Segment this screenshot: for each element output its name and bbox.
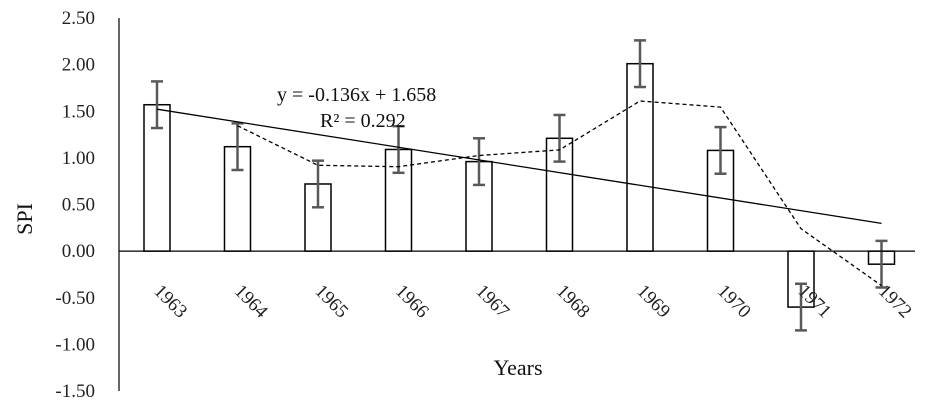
y-axis-title: SPI	[12, 203, 37, 235]
y-tick-label: 2.50	[62, 8, 95, 29]
error-bar-1971	[795, 282, 807, 332]
r-squared-label: R² = 0.292	[320, 110, 406, 132]
error-bar-1972	[875, 239, 888, 289]
lines-group	[156, 100, 882, 287]
y-tick-label: 1.00	[62, 148, 95, 169]
y-tick-label: -1.00	[55, 334, 95, 355]
y-tick-label: 0.50	[62, 195, 95, 216]
x-tick-label-1965: 1965	[310, 281, 352, 323]
bars-group	[143, 62, 896, 308]
moving-average-line	[237, 100, 882, 287]
x-tick-label-1967: 1967	[471, 281, 513, 323]
trendline	[156, 108, 882, 224]
error-bar-1965	[312, 159, 324, 209]
y-tick-label: -0.50	[55, 288, 95, 309]
error-bar-1967	[473, 137, 485, 187]
x-tick-label-1969: 1969	[632, 281, 674, 323]
error-bar-1968	[553, 113, 566, 163]
x-tick-label-1963: 1963	[149, 281, 191, 323]
axes-group	[118, 18, 915, 391]
y-tick-label: 2.00	[62, 55, 95, 76]
error-bar-1969	[634, 39, 646, 89]
x-axis-title: Years	[493, 355, 542, 380]
x-tick-label-1968: 1968	[552, 281, 594, 323]
x-tick-label-1970: 1970	[713, 281, 755, 323]
x-tick-label-1966: 1966	[391, 281, 433, 323]
error-bar-1970	[714, 125, 727, 175]
bar-1969	[626, 62, 654, 252]
y-tick-label: 0.00	[62, 241, 95, 262]
trendline-equation: y = -0.136x + 1.658	[277, 84, 436, 106]
error-bar-1966	[392, 124, 405, 175]
x-tick-label-1964: 1964	[230, 281, 272, 323]
error-bar-1964	[231, 122, 244, 172]
y-tick-label: 1.50	[62, 101, 95, 122]
error-bars-group	[151, 39, 888, 332]
error-bar-1963	[151, 80, 163, 130]
y-tick-label: -1.50	[55, 381, 95, 402]
